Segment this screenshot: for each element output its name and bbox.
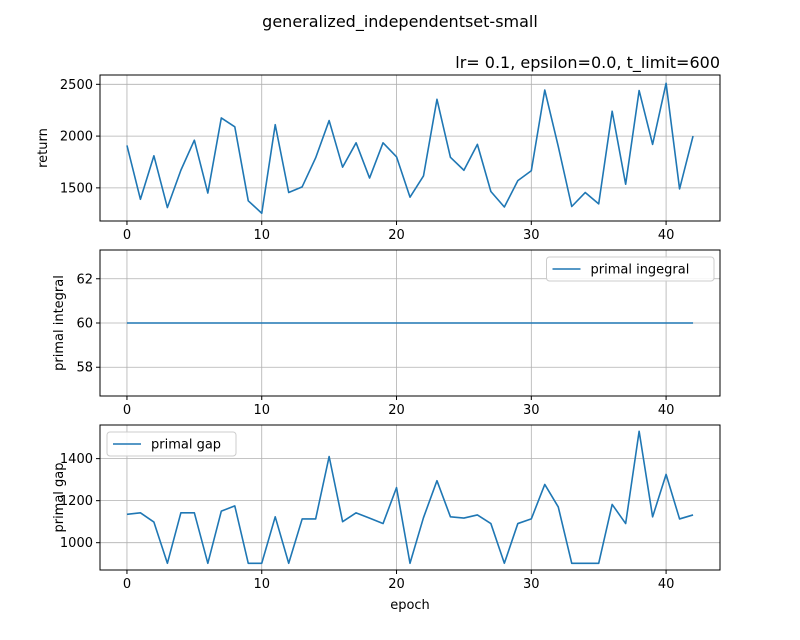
figure-suptitle: generalized_independentset-small (262, 12, 538, 32)
axes-frame (99, 74, 721, 222)
y-axis-label: primal integral (52, 275, 67, 371)
x-tick-label: 20 (388, 577, 405, 592)
y-tick-label: 1400 (60, 452, 93, 467)
y-tick-label: 60 (76, 317, 93, 332)
x-tick-label: 30 (523, 403, 540, 418)
legend-label: primal ingegral (591, 263, 690, 278)
y-tick-label: 1000 (60, 536, 93, 551)
x-tick-label: 10 (253, 577, 270, 592)
x-tick-label: 0 (123, 577, 131, 592)
y-tick-label: 1500 (60, 181, 93, 196)
x-axis-label: epoch (390, 598, 430, 613)
legend: primal gap (106, 431, 237, 457)
y-axis-label: return (36, 128, 51, 168)
x-tick-label: 20 (388, 228, 405, 243)
legend: primal ingegral (546, 256, 715, 282)
x-tick-label: 0 (123, 403, 131, 418)
x-tick-label: 30 (523, 577, 540, 592)
legend-box (546, 256, 715, 282)
axes-frame (99, 424, 721, 571)
x-tick-label: 20 (388, 403, 405, 418)
legend-box (106, 431, 237, 457)
series-line (126, 430, 694, 565)
y-tick-label: 1200 (60, 494, 93, 509)
y-axis-label: primal gap (52, 462, 67, 532)
y-tick-label: 2500 (60, 78, 93, 93)
x-tick-label: 40 (658, 403, 675, 418)
y-tick-label: 62 (76, 272, 93, 287)
subplot-return: 0 10 20 30 40 1500 2000 2500 return lr= 0.1, epsi… (36, 53, 721, 243)
y-tick-label: 58 (76, 361, 93, 376)
subplot-title: lr= 0.1, epsilon=0.0, t_limit=600 (455, 53, 720, 73)
x-tick-label: 40 (658, 577, 675, 592)
x-tick-label: 10 (253, 403, 270, 418)
x-tick-label: 0 (123, 228, 131, 243)
x-tick-label: 30 (523, 228, 540, 243)
x-tick-label: 10 (253, 228, 270, 243)
x-tick-label: 40 (658, 228, 675, 243)
series-line (126, 82, 694, 215)
y-tick-label: 2000 (60, 130, 93, 145)
legend-label: primal gap (151, 438, 221, 453)
subplot-primal-integral: 0 10 20 30 40 58 60 62 primal integral primal ing… (52, 249, 721, 418)
